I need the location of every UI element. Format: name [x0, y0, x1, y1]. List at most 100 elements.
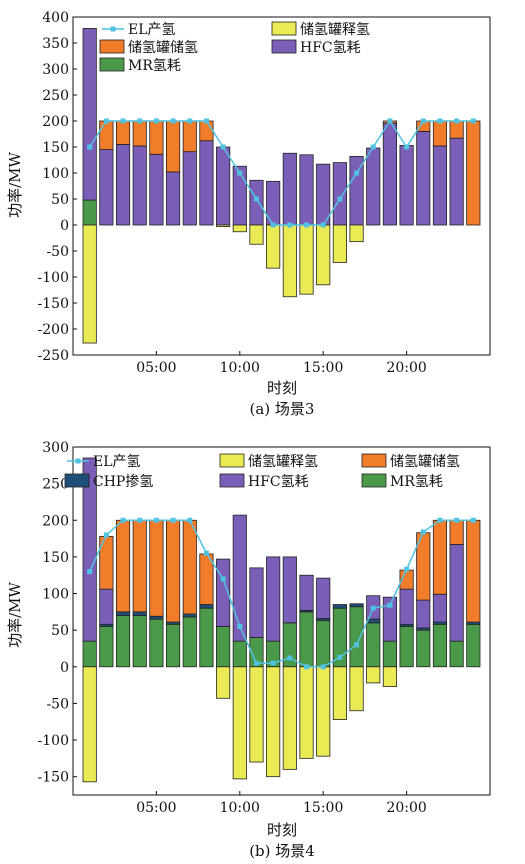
line-point	[420, 529, 426, 535]
legend-swatch	[271, 21, 297, 36]
chart-caption: (b) 场景4	[249, 842, 315, 860]
bar	[282, 152, 297, 226]
x-axis-label: 时刻	[267, 821, 297, 839]
bar	[132, 120, 147, 147]
bar	[299, 574, 314, 611]
bar	[382, 596, 397, 642]
y-tick-label: 300	[42, 62, 69, 78]
y-tick-label: -100	[38, 270, 69, 286]
x-tick-label: 15:00	[303, 800, 343, 816]
bar	[332, 224, 347, 263]
y-tick-label: -150	[38, 770, 69, 786]
bar	[316, 666, 331, 757]
line-point	[87, 144, 93, 150]
line-point	[470, 118, 476, 124]
bar	[382, 666, 397, 687]
bar	[282, 556, 297, 624]
chart-caption: (a) 场景3	[250, 400, 315, 418]
bar	[166, 519, 181, 623]
y-tick-label: 100	[42, 587, 69, 603]
bar	[282, 224, 297, 298]
bar	[182, 616, 197, 668]
line-point	[354, 170, 360, 176]
bar	[82, 199, 97, 226]
bar	[449, 519, 464, 545]
bar	[199, 604, 214, 609]
legend-label: 储氢罐释氢	[248, 454, 318, 470]
line-point	[237, 623, 243, 629]
bar	[432, 519, 448, 595]
x-tick-label: 20:00	[386, 800, 426, 816]
y-tick-label: 200	[42, 114, 69, 130]
line-point	[120, 118, 126, 124]
series-line	[89, 119, 474, 226]
bar	[299, 611, 314, 668]
bar	[349, 606, 364, 668]
bar	[266, 666, 281, 778]
line-point	[454, 118, 460, 124]
x-tick-label: 05:00	[136, 360, 176, 376]
bar	[182, 613, 197, 618]
line-point	[120, 517, 126, 523]
bar	[232, 224, 247, 233]
bar	[132, 519, 147, 613]
bar	[115, 611, 131, 616]
bar	[449, 640, 464, 668]
legend-item-mr-consumption: MR氢耗	[99, 57, 181, 74]
bar	[99, 120, 114, 151]
bar	[132, 145, 147, 226]
line-point	[404, 566, 410, 572]
y-tick-label: 0	[60, 660, 69, 676]
bar	[149, 153, 164, 226]
line-point	[253, 196, 259, 202]
bar	[399, 588, 414, 625]
bar	[266, 556, 281, 642]
y-tick-label: 250	[42, 477, 69, 493]
bar	[115, 120, 131, 145]
bar	[332, 162, 347, 226]
line-point	[87, 569, 93, 575]
legend-label: MR氢耗	[390, 474, 443, 490]
bar	[199, 120, 214, 142]
legend-label: EL产氢	[128, 22, 176, 38]
bar	[399, 626, 414, 668]
legend-label: CHP掺氢	[93, 473, 153, 490]
bar	[416, 130, 431, 226]
line-point	[304, 664, 310, 670]
legend: EL产氢 储氢罐释氢 储氢罐储氢 CHP掺氢 HFC氢耗 MR氢耗	[64, 453, 460, 490]
line-point	[153, 517, 159, 523]
bar	[216, 666, 231, 699]
line-point	[437, 517, 443, 523]
line-point	[320, 222, 326, 228]
bar	[466, 519, 481, 623]
bar	[432, 145, 448, 226]
line-point	[137, 517, 143, 523]
legend-marker	[110, 26, 116, 32]
bar	[99, 588, 114, 625]
bar	[166, 623, 181, 668]
bar	[182, 151, 197, 226]
bar	[249, 666, 264, 763]
bar	[316, 224, 331, 286]
bar	[199, 140, 214, 226]
bar	[82, 640, 97, 668]
line-point	[137, 118, 143, 124]
bar	[449, 120, 464, 139]
y-tick-label: -100	[38, 733, 69, 749]
bar	[182, 120, 197, 153]
line-point	[170, 118, 176, 124]
bar	[82, 28, 97, 201]
bar	[182, 519, 197, 615]
line-point	[287, 655, 293, 661]
plot-frame	[72, 446, 491, 796]
y-axis-label: 功率/MW	[6, 582, 24, 648]
bar	[449, 544, 464, 642]
y-tick-label: 350	[42, 36, 69, 52]
bar	[299, 666, 314, 759]
bar	[149, 615, 164, 620]
x-tick-label: 20:00	[386, 360, 426, 376]
bar	[466, 623, 481, 668]
y-tick-label: -50	[46, 696, 69, 712]
bar	[216, 146, 231, 226]
legend-item-tank-storage: 储氢罐储氢	[99, 39, 198, 56]
